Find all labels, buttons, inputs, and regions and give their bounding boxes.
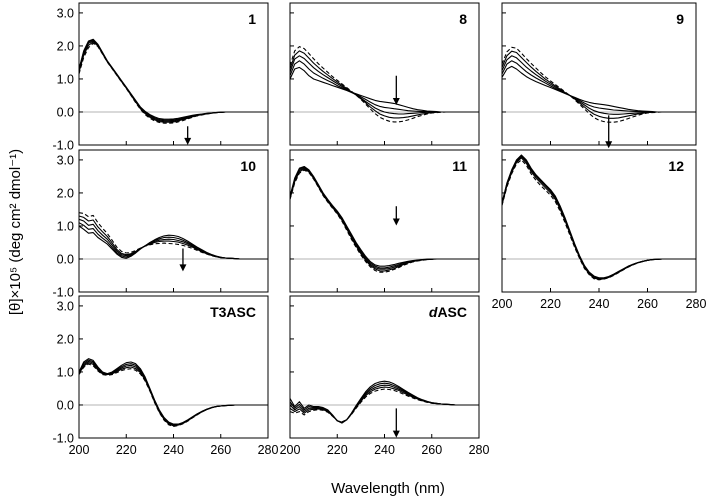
- x-tick-label: 240: [374, 443, 395, 457]
- y-tick-label: 1.0: [57, 219, 74, 233]
- y-tick-label: 2.0: [57, 186, 74, 200]
- trend-arrow-head: [184, 137, 192, 145]
- y-tick-label: 3.0: [57, 299, 74, 313]
- y-tick-label: 2.0: [57, 39, 74, 53]
- y-tick-label: 3.0: [57, 153, 74, 167]
- series-line-1: [289, 165, 479, 267]
- x-tick-label: 220: [327, 443, 348, 457]
- series-line-4: [289, 50, 479, 119]
- x-tick-label: 200: [69, 443, 90, 457]
- panel-frame: [78, 2, 269, 146]
- panel-label: 12: [668, 158, 684, 174]
- series-line-5: [78, 363, 268, 427]
- series-line-2: [289, 166, 479, 269]
- y-tick-label: 0.0: [57, 398, 74, 412]
- panel-dasc: 200 220 240 260 280 dASC: [280, 295, 490, 457]
- panel-label: 1: [248, 11, 256, 27]
- series-line-2: [289, 60, 479, 113]
- panel-12: 200 220 240 260 280 12: [492, 149, 707, 311]
- panel-8: 8: [289, 2, 480, 146]
- y-axis-title: [θ]×10⁵ (deg cm² dmol⁻¹): [7, 149, 24, 315]
- x-axis-title: Wavelength (nm): [331, 480, 445, 497]
- series-line-4: [501, 50, 696, 119]
- series-line-2: [78, 39, 268, 121]
- trend-arrow-head: [392, 97, 400, 105]
- panel-label: T3ASC: [210, 304, 256, 320]
- panel-label: 9: [676, 11, 684, 27]
- panel-10: 3.0 2.0 1.0 0.0 -1.0 10: [52, 149, 269, 300]
- panel-frame: [289, 2, 480, 146]
- x-tick-label: 280: [686, 297, 707, 311]
- y-tick-label: 0.0: [57, 252, 74, 266]
- y-tick-label: -1.0: [52, 432, 74, 446]
- x-tick-label: 260: [637, 297, 658, 311]
- series-line-1: [78, 38, 268, 120]
- x-tick-label: 200: [492, 297, 513, 311]
- series-line-1: [501, 65, 696, 113]
- series-line-1: [78, 358, 268, 425]
- x-tick-label: 240: [589, 297, 610, 311]
- panel-frame: [501, 2, 697, 146]
- series-line-2: [78, 359, 268, 426]
- x-tick-label: 220: [540, 297, 561, 311]
- series-line-4: [78, 215, 268, 260]
- series-line-5: [289, 388, 479, 423]
- trend-arrow-head: [179, 264, 187, 272]
- panel-label: 11: [452, 158, 467, 174]
- x-tick-label: 260: [421, 443, 442, 457]
- series-line-3: [501, 156, 696, 280]
- series-line-3: [78, 40, 268, 122]
- panel-grid: 3.0 2.0 1.0 0.0 -1.0 1 8 9 3.0 2.0 1.0 0.0 -1.0 10 11 2…: [52, 2, 707, 457]
- series-line-4: [78, 362, 268, 427]
- series-line-4: [78, 41, 268, 123]
- y-tick-label: 0.0: [57, 105, 74, 119]
- series-line-5: [289, 46, 479, 123]
- series-line-2: [78, 222, 268, 260]
- x-tick-label: 200: [280, 443, 301, 457]
- x-tick-label: 260: [210, 443, 231, 457]
- series-line-3: [78, 360, 268, 427]
- series-line-4: [289, 386, 479, 423]
- y-tick-label: 1.0: [57, 72, 74, 86]
- series-line-5: [501, 159, 696, 281]
- series-line-3: [78, 218, 268, 260]
- y-tick-label: 3.0: [57, 6, 74, 20]
- series-line-5: [78, 42, 268, 124]
- trend-arrow-head: [605, 141, 613, 149]
- panel-1: 3.0 2.0 1.0 0.0 -1.0 1: [52, 2, 269, 153]
- series-line-3: [289, 167, 479, 270]
- x-tick-label: 280: [258, 443, 279, 457]
- y-tick-label: -1.0: [52, 139, 74, 153]
- series-line-1: [289, 66, 479, 113]
- x-tick-label: 280: [469, 443, 490, 457]
- panel-9: 9: [501, 2, 697, 149]
- series-line-3: [289, 384, 479, 424]
- y-tick-label: 2.0: [57, 332, 74, 346]
- y-tick-label: -1.0: [52, 286, 74, 300]
- trend-arrow-head: [392, 430, 400, 438]
- x-tick-label: 220: [116, 443, 137, 457]
- panel-label: 8: [459, 11, 467, 27]
- series-line-4: [501, 157, 696, 281]
- panel-11: 11: [289, 149, 480, 293]
- series-line-5: [501, 46, 696, 123]
- series-line-3: [501, 55, 696, 115]
- series-line-3: [289, 55, 479, 115]
- panel-label: 10: [240, 158, 256, 174]
- trend-arrow-head: [392, 218, 400, 226]
- x-tick-label: 240: [163, 443, 184, 457]
- panel-label: dASC: [429, 304, 467, 320]
- y-tick-label: 1.0: [57, 365, 74, 379]
